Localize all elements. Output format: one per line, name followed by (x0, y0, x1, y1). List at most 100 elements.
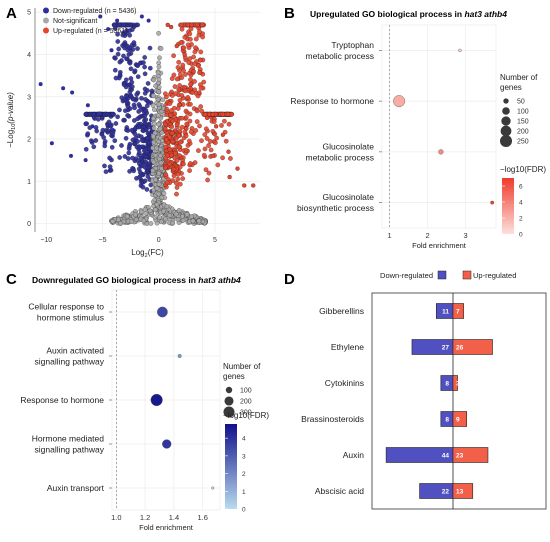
down-point (144, 136, 150, 141)
up-point (214, 135, 220, 141)
ns-point (155, 97, 161, 102)
up-point (206, 143, 211, 148)
ns-point (156, 89, 162, 95)
up-point (203, 126, 209, 132)
x-tick-label-a: 0 (157, 237, 161, 244)
down-point (100, 127, 106, 133)
down-point (107, 155, 112, 161)
down-point (130, 137, 136, 143)
panel-b-title-genes: hat3 athb4 (464, 9, 507, 19)
down-point (142, 55, 148, 60)
down-point (106, 119, 112, 125)
y-tick-label-a: 3 (27, 94, 31, 101)
up-point (186, 138, 192, 144)
up-point (210, 111, 216, 117)
enrichment-dot (393, 95, 406, 108)
up-point (183, 108, 189, 114)
up-point (193, 36, 199, 42)
category-label-line: Auxin activated (46, 346, 104, 356)
plot-area-d (371, 292, 547, 510)
ns-point (147, 208, 153, 213)
up-point (193, 128, 199, 133)
category-label: Tryptophan metabolic process (305, 40, 374, 61)
down-point (130, 96, 136, 102)
category-label: Abscisic acid (315, 486, 364, 496)
color-legend-label: 4 (242, 436, 246, 443)
data-label-up: 7 (456, 309, 460, 316)
down-point (128, 22, 133, 28)
down-point (109, 48, 114, 53)
bar-up (452, 375, 458, 391)
up-point (177, 153, 182, 158)
down-point (143, 159, 149, 165)
up-point (163, 172, 169, 177)
up-point (188, 161, 193, 166)
up-point (171, 173, 177, 179)
down-point (129, 27, 135, 32)
down-point (130, 47, 136, 52)
category-label-line: hormone stimulus (37, 313, 104, 323)
category-label: Cellular response to hormone stimulus (28, 302, 104, 323)
down-point (143, 154, 149, 160)
ns-point (150, 133, 156, 139)
x-tick-label-a: 5 (213, 237, 217, 244)
down-point (127, 32, 133, 38)
up-point (194, 22, 200, 28)
down-point (69, 153, 73, 158)
up-point (201, 152, 207, 158)
color-legend-label: 0 (519, 232, 523, 239)
up-point (173, 91, 179, 96)
x-axis-label: Fold enrichment (139, 523, 194, 532)
size-legend-title-line: genes (223, 372, 245, 381)
ns-point (156, 64, 162, 70)
category-label-line: Cellular response to (28, 302, 104, 312)
down-point (95, 116, 101, 122)
y-axis-label-a: −Log10(p-value) (6, 92, 17, 148)
ns-point (150, 116, 156, 121)
color-legend-label: 0 (242, 507, 246, 514)
down-point (113, 55, 118, 61)
ns-point (157, 55, 162, 61)
up-point (170, 118, 176, 124)
ns-point (151, 121, 157, 127)
ns-point (156, 60, 162, 66)
size-legend-dot (225, 386, 233, 394)
down-point (97, 111, 102, 116)
up-point (165, 22, 170, 28)
down-point (145, 81, 151, 86)
down-point (121, 22, 126, 28)
panel-letter-d: D (284, 271, 295, 288)
down-point (128, 66, 134, 72)
down-point (146, 122, 152, 128)
ns-point (159, 219, 164, 225)
category-label-line: signalling pathway (35, 445, 105, 455)
ns-point (155, 121, 161, 127)
down-point (91, 111, 97, 117)
legend-swatch-down (437, 270, 447, 280)
ns-point (158, 153, 163, 158)
data-label-up: 13 (456, 489, 464, 496)
up-point (174, 43, 179, 49)
up-point (178, 139, 183, 145)
down-point (121, 82, 127, 88)
size-legend-label: 300 (240, 410, 252, 417)
up-point (178, 72, 183, 77)
category-label: Auxin (343, 450, 365, 460)
up-point (251, 183, 256, 188)
down-point (61, 86, 66, 91)
up-point (169, 124, 175, 129)
ns-point (156, 171, 162, 176)
down-point (123, 77, 129, 83)
down-point (127, 143, 132, 149)
ns-point (158, 46, 164, 51)
down-point (135, 116, 141, 122)
size-legend-label: 50 (517, 99, 525, 106)
enrichment-dot (438, 149, 444, 155)
down-point (119, 143, 124, 148)
legend-marker-up (43, 27, 49, 34)
up-point (186, 60, 192, 65)
up-point (176, 133, 182, 138)
up-point (189, 22, 194, 28)
up-point (183, 147, 189, 153)
